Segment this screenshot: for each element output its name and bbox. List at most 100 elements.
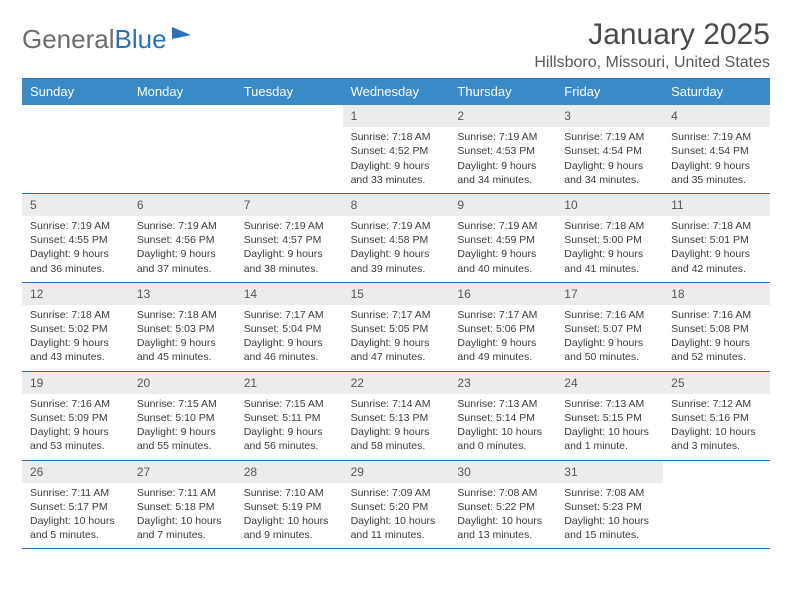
- day-details: Sunrise: 7:13 AMSunset: 5:14 PMDaylight:…: [449, 394, 556, 460]
- day-number: 14: [236, 283, 343, 305]
- day-details: Sunrise: 7:16 AMSunset: 5:07 PMDaylight:…: [556, 305, 663, 371]
- calendar-body: 1Sunrise: 7:18 AMSunset: 4:52 PMDaylight…: [22, 105, 770, 549]
- day-number: 7: [236, 194, 343, 216]
- sunset-line: Sunset: 5:05 PM: [351, 322, 442, 336]
- logo-flag-icon: [171, 26, 193, 44]
- day-cell: 16Sunrise: 7:17 AMSunset: 5:06 PMDayligh…: [449, 283, 556, 371]
- month-title: January 2025: [534, 18, 770, 52]
- day-details: Sunrise: 7:18 AMSunset: 5:01 PMDaylight:…: [663, 216, 770, 282]
- sunrise-line: Sunrise: 7:11 AM: [30, 486, 121, 500]
- day-header-cell: Saturday: [663, 79, 770, 105]
- day-number: 12: [22, 283, 129, 305]
- sunrise-line: Sunrise: 7:16 AM: [30, 397, 121, 411]
- sunset-line: Sunset: 5:15 PM: [564, 411, 655, 425]
- day-number: 18: [663, 283, 770, 305]
- day-details: Sunrise: 7:19 AMSunset: 4:54 PMDaylight:…: [556, 127, 663, 193]
- calendar: SundayMondayTuesdayWednesdayThursdayFrid…: [22, 78, 770, 549]
- day-cell: 25Sunrise: 7:12 AMSunset: 5:16 PMDayligh…: [663, 372, 770, 460]
- day-details: Sunrise: 7:16 AMSunset: 5:09 PMDaylight:…: [22, 394, 129, 460]
- daylight-line: Daylight: 9 hours and 39 minutes.: [351, 247, 442, 275]
- day-cell: 6Sunrise: 7:19 AMSunset: 4:56 PMDaylight…: [129, 194, 236, 282]
- sunset-line: Sunset: 5:08 PM: [671, 322, 762, 336]
- logo-text-1: General: [22, 24, 115, 55]
- day-number: 29: [343, 461, 450, 483]
- day-details: Sunrise: 7:11 AMSunset: 5:17 PMDaylight:…: [22, 483, 129, 549]
- sunset-line: Sunset: 4:59 PM: [457, 233, 548, 247]
- day-number: 27: [129, 461, 236, 483]
- day-details: Sunrise: 7:17 AMSunset: 5:04 PMDaylight:…: [236, 305, 343, 371]
- day-cell: 7Sunrise: 7:19 AMSunset: 4:57 PMDaylight…: [236, 194, 343, 282]
- sunrise-line: Sunrise: 7:16 AM: [671, 308, 762, 322]
- daylight-line: Daylight: 9 hours and 43 minutes.: [30, 336, 121, 364]
- sunrise-line: Sunrise: 7:14 AM: [351, 397, 442, 411]
- daylight-line: Daylight: 9 hours and 46 minutes.: [244, 336, 335, 364]
- sunrise-line: Sunrise: 7:19 AM: [30, 219, 121, 233]
- sunset-line: Sunset: 4:52 PM: [351, 144, 442, 158]
- daylight-line: Daylight: 10 hours and 11 minutes.: [351, 514, 442, 542]
- sunset-line: Sunset: 5:00 PM: [564, 233, 655, 247]
- daylight-line: Daylight: 9 hours and 36 minutes.: [30, 247, 121, 275]
- day-cell: 27Sunrise: 7:11 AMSunset: 5:18 PMDayligh…: [129, 461, 236, 549]
- day-header-cell: Thursday: [449, 79, 556, 105]
- sunrise-line: Sunrise: 7:09 AM: [351, 486, 442, 500]
- daylight-line: Daylight: 9 hours and 34 minutes.: [457, 159, 548, 187]
- day-details: Sunrise: 7:19 AMSunset: 4:54 PMDaylight:…: [663, 127, 770, 193]
- day-number: 10: [556, 194, 663, 216]
- sunrise-line: Sunrise: 7:18 AM: [30, 308, 121, 322]
- day-number: 8: [343, 194, 450, 216]
- sunrise-line: Sunrise: 7:10 AM: [244, 486, 335, 500]
- sunset-line: Sunset: 4:56 PM: [137, 233, 228, 247]
- daylight-line: Daylight: 10 hours and 0 minutes.: [457, 425, 548, 453]
- week-row: 12Sunrise: 7:18 AMSunset: 5:02 PMDayligh…: [22, 283, 770, 372]
- logo-text-2: Blue: [115, 24, 167, 55]
- daylight-line: Daylight: 10 hours and 9 minutes.: [244, 514, 335, 542]
- week-row: 1Sunrise: 7:18 AMSunset: 4:52 PMDaylight…: [22, 105, 770, 194]
- logo: GeneralBlue: [22, 24, 193, 55]
- sunrise-line: Sunrise: 7:18 AM: [351, 130, 442, 144]
- day-details: Sunrise: 7:17 AMSunset: 5:05 PMDaylight:…: [343, 305, 450, 371]
- day-details: Sunrise: 7:17 AMSunset: 5:06 PMDaylight:…: [449, 305, 556, 371]
- day-number: 13: [129, 283, 236, 305]
- day-number: 25: [663, 372, 770, 394]
- day-number: 28: [236, 461, 343, 483]
- day-details: Sunrise: 7:15 AMSunset: 5:10 PMDaylight:…: [129, 394, 236, 460]
- daylight-line: Daylight: 9 hours and 49 minutes.: [457, 336, 548, 364]
- day-details: Sunrise: 7:19 AMSunset: 4:55 PMDaylight:…: [22, 216, 129, 282]
- day-number: 26: [22, 461, 129, 483]
- day-number: 11: [663, 194, 770, 216]
- sunset-line: Sunset: 5:19 PM: [244, 500, 335, 514]
- day-cell: 14Sunrise: 7:17 AMSunset: 5:04 PMDayligh…: [236, 283, 343, 371]
- sunset-line: Sunset: 5:02 PM: [30, 322, 121, 336]
- empty-cell: [236, 105, 343, 193]
- day-cell: 18 Sunrise: 7:16 AMSunset: 5:08 PMDayligh…: [663, 283, 770, 371]
- day-header-cell: Monday: [129, 79, 236, 105]
- sunrise-line: Sunrise: 7:15 AM: [137, 397, 228, 411]
- day-details: Sunrise: 7:14 AMSunset: 5:13 PMDaylight:…: [343, 394, 450, 460]
- day-number: 17: [556, 283, 663, 305]
- header: GeneralBlue January 2025 Hillsboro, Miss…: [22, 18, 770, 72]
- day-cell: 9Sunrise: 7:19 AMSunset: 4:59 PMDaylight…: [449, 194, 556, 282]
- day-cell: 22Sunrise: 7:14 AMSunset: 5:13 PMDayligh…: [343, 372, 450, 460]
- daylight-line: Daylight: 9 hours and 37 minutes.: [137, 247, 228, 275]
- day-number: 16: [449, 283, 556, 305]
- sunrise-line: Sunrise: 7:11 AM: [137, 486, 228, 500]
- daylight-line: Daylight: 10 hours and 7 minutes.: [137, 514, 228, 542]
- daylight-line: Daylight: 9 hours and 52 minutes.: [671, 336, 762, 364]
- day-cell: 13Sunrise: 7:18 AMSunset: 5:03 PMDayligh…: [129, 283, 236, 371]
- day-number: 9: [449, 194, 556, 216]
- sunset-line: Sunset: 4:54 PM: [564, 144, 655, 158]
- day-details: Sunrise: 7:13 AMSunset: 5:15 PMDaylight:…: [556, 394, 663, 460]
- daylight-line: Daylight: 10 hours and 5 minutes.: [30, 514, 121, 542]
- daylight-line: Daylight: 9 hours and 56 minutes.: [244, 425, 335, 453]
- day-details: Sunrise: 7:09 AMSunset: 5:20 PMDaylight:…: [343, 483, 450, 549]
- day-number: 4: [663, 105, 770, 127]
- day-number: 6: [129, 194, 236, 216]
- day-cell: 2Sunrise: 7:19 AMSunset: 4:53 PMDaylight…: [449, 105, 556, 193]
- day-details: Sunrise: 7:18 AMSunset: 5:00 PMDaylight:…: [556, 216, 663, 282]
- day-cell: 1Sunrise: 7:18 AMSunset: 4:52 PMDaylight…: [343, 105, 450, 193]
- day-number: 21: [236, 372, 343, 394]
- sunrise-line: Sunrise: 7:18 AM: [137, 308, 228, 322]
- day-cell: 29Sunrise: 7:09 AMSunset: 5:20 PMDayligh…: [343, 461, 450, 549]
- day-cell: 28 Sunrise: 7:10 AMSunset: 5:19 PMDayligh…: [236, 461, 343, 549]
- day-number: 19: [22, 372, 129, 394]
